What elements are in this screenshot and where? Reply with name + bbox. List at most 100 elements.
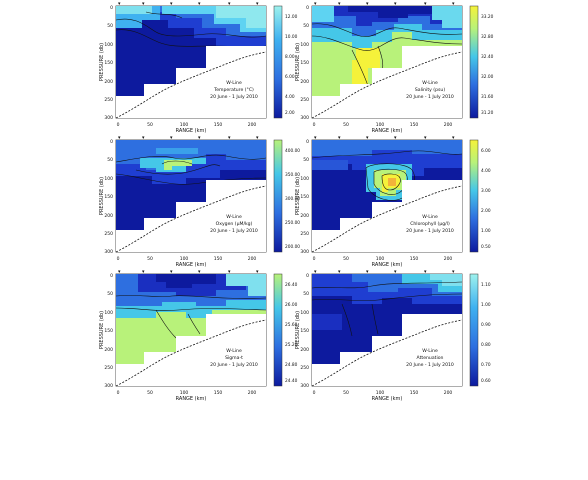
- x-tick-label: 150: [410, 256, 419, 262]
- x-tick-label: 150: [410, 390, 419, 396]
- annotation: W-Line Oxygen (µM/kg) 20 June - 1 July 2…: [210, 214, 258, 234]
- station-marker: ▾: [314, 1, 317, 7]
- station-marker: ▾: [452, 135, 455, 141]
- y-tick-label: 150: [300, 60, 309, 66]
- y-tick-label: 150: [104, 194, 113, 200]
- y-tick-label: 200: [300, 213, 309, 219]
- colorbar-ramp: [273, 273, 283, 387]
- station-marker: ▾: [394, 269, 397, 275]
- y-tick-label: 300: [300, 383, 309, 389]
- station-markers: ▾ ▾ ▾ ▾ ▾ ▾: [118, 269, 259, 275]
- y-tick-label: 150: [104, 328, 113, 334]
- annotation-line: Chlorophyll (µg/l): [410, 221, 450, 227]
- y-tick-label: 100: [104, 176, 113, 182]
- x-tick-label: 0: [313, 122, 316, 128]
- y-tick-label: 0: [306, 5, 309, 11]
- annotation-line: W-Line: [226, 214, 242, 220]
- y-axis-label: PRESSURE (db): [295, 311, 301, 349]
- y-tick-label: 200: [104, 213, 113, 219]
- station-marker: ▾: [142, 1, 145, 7]
- x-tick-label: 0: [313, 256, 316, 262]
- y-tick-label: 0: [306, 273, 309, 279]
- y-tick-label: 50: [303, 157, 309, 163]
- x-ticks: 0 50 100 150 200: [117, 390, 257, 396]
- contours: [115, 154, 267, 185]
- station-marker: ▾: [118, 1, 121, 7]
- contours: [311, 281, 463, 337]
- colorbar: 6.00 4.00 3.00 2.00 1.00 0.50: [469, 139, 491, 253]
- y-tick-label: 300: [104, 383, 113, 389]
- x-tick-label: 100: [376, 390, 385, 396]
- field-fill: [312, 274, 462, 364]
- x-tick-label: 150: [214, 256, 223, 262]
- x-tick-label: 200: [444, 122, 453, 128]
- annotation-line: Oxygen (µM/kg): [216, 221, 253, 227]
- y-axis-label: PRESSURE (db): [295, 43, 301, 81]
- colorbar-tick: 8.00: [285, 54, 295, 60]
- x-axis-label: RANGE (km): [372, 396, 403, 402]
- station-marker: ▾: [198, 135, 201, 141]
- data-mask: [116, 314, 266, 386]
- field-fill: [312, 140, 462, 230]
- station-marker: ▾: [170, 1, 173, 7]
- colorbar-tick: 4.00: [481, 168, 491, 174]
- colorbar-ramp: [469, 5, 479, 119]
- y-tick-label: 300: [104, 249, 113, 255]
- station-marker: ▾: [424, 135, 427, 141]
- annotation: W-Line Attenuation 20 June - 1 July 2010: [406, 348, 454, 368]
- annotation-line: Salinity (psu): [415, 87, 445, 93]
- y-tick-label: 50: [107, 23, 113, 29]
- station-marker: ▾: [338, 269, 341, 275]
- panel-salinity: ▾ ▾ ▾ ▾ ▾ ▾ 0 50 100 150 200 250 300 0 5…: [295, 1, 494, 134]
- x-tick-label: 150: [214, 122, 223, 128]
- panel-temperature: ▾ ▾ ▾ ▾ ▾ ▾ 0 50 100 150 200 250 300 0 5…: [99, 1, 298, 134]
- station-marker: ▾: [338, 135, 341, 141]
- colorbar: 12.00 10.00 8.00 6.00 4.00 2.00: [273, 5, 298, 119]
- y-tick-label: 150: [104, 60, 113, 66]
- x-tick-label: 100: [180, 256, 189, 262]
- station-marker: ▾: [394, 1, 397, 7]
- bottom-profile: [115, 51, 267, 119]
- station-markers: ▾ ▾ ▾ ▾ ▾ ▾: [118, 135, 259, 141]
- y-tick-label: 200: [104, 347, 113, 353]
- annotation-line: W-Line: [422, 348, 438, 354]
- y-tick-label: 50: [107, 157, 113, 163]
- colorbar-tick: 32.40: [481, 54, 494, 60]
- colorbar-tick: 33.20: [481, 14, 494, 20]
- colorbar-tick: 250.00: [285, 220, 300, 226]
- x-tick-label: 50: [147, 256, 153, 262]
- station-marker: ▾: [338, 1, 341, 7]
- x-tick-label: 50: [343, 122, 349, 128]
- data-mask: [116, 180, 266, 252]
- y-tick-label: 200: [300, 347, 309, 353]
- x-tick-label: 0: [313, 390, 316, 396]
- data-mask: [312, 180, 462, 252]
- x-tick-label: 150: [410, 122, 419, 128]
- x-tick-label: 50: [343, 390, 349, 396]
- x-tick-label: 150: [214, 390, 223, 396]
- colorbar-tick: 26.40: [285, 282, 298, 288]
- colorbar-tick: 26.00: [285, 302, 298, 308]
- colorbar-tick: 4.00: [285, 94, 295, 100]
- station-marker: ▾: [256, 135, 259, 141]
- y-tick-label: 0: [306, 139, 309, 145]
- annotation: W-Line Sigma-t 20 June - 1 July 2010: [210, 348, 258, 368]
- x-ticks: 0 50 100 150 200: [117, 122, 257, 128]
- station-marker: ▾: [256, 269, 259, 275]
- station-marker: ▾: [198, 269, 201, 275]
- colorbar-tick: 0.90: [481, 322, 491, 328]
- colorbar-tick: 6.00: [285, 74, 295, 80]
- station-markers: ▾ ▾ ▾ ▾ ▾ ▾: [314, 1, 455, 7]
- x-tick-label: 100: [376, 256, 385, 262]
- station-marker: ▾: [366, 135, 369, 141]
- y-tick-label: 250: [104, 365, 113, 371]
- annotation-line: 20 June - 1 July 2010: [210, 362, 258, 368]
- annotation-line: Sigma-t: [225, 355, 243, 361]
- y-tick-label: 250: [104, 231, 113, 237]
- colorbar-tick: 3.00: [481, 188, 491, 194]
- annotation-line: 20 June - 1 July 2010: [210, 228, 258, 234]
- station-marker: ▾: [142, 269, 145, 275]
- x-ticks: 0 50 100 150 200: [117, 256, 257, 262]
- field-fill: [312, 6, 462, 96]
